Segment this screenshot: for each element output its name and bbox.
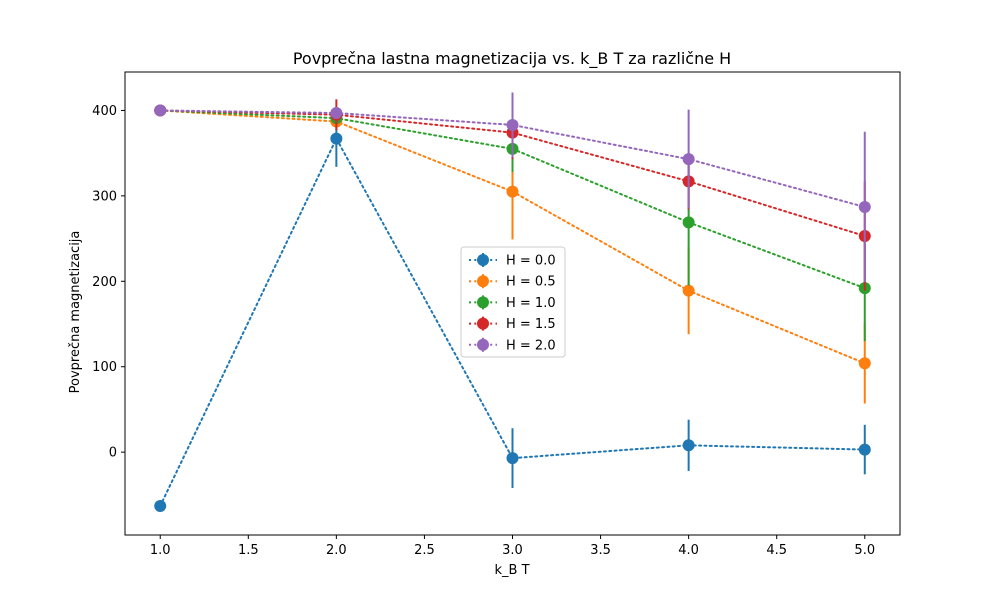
data-point [682, 216, 695, 229]
legend-label: H = 0.0 [506, 254, 556, 269]
series-layer [154, 92, 871, 512]
data-point [682, 439, 695, 452]
data-point [858, 357, 871, 370]
data-point [682, 284, 695, 297]
chart-title: Povprečna lastna magnetizacija vs. k_B T… [293, 49, 731, 69]
legend-label: H = 0.5 [506, 275, 556, 290]
y-tick-label: 400 [92, 104, 117, 119]
legend-marker [477, 317, 489, 330]
x-axis-ticks: 1.0 1.5 2.0 2.5 3.0 3.5 4.0 4.5 5.0 [150, 535, 875, 558]
x-tick-label: 4.5 [766, 543, 787, 558]
y-tick-label: 0 [109, 446, 117, 461]
data-point [154, 499, 167, 512]
legend-marker [477, 296, 489, 309]
data-point [858, 200, 871, 213]
legend-marker [477, 338, 489, 351]
series-line [159, 136, 866, 507]
series-h-0-0 [154, 110, 871, 512]
data-point [506, 452, 519, 465]
x-tick-label: 3.0 [502, 543, 523, 558]
y-axis-ticks: 0 100 200 300 400 [92, 104, 125, 461]
x-tick-label: 2.0 [326, 543, 347, 558]
data-point [506, 118, 519, 131]
data-point [858, 443, 871, 456]
legend-marker [477, 254, 489, 266]
data-point [154, 104, 167, 117]
x-tick-label: 1.0 [150, 543, 171, 558]
data-point [506, 185, 519, 198]
axes-frame [124, 71, 901, 536]
x-tick-label: 2.5 [414, 543, 435, 558]
y-tick-label: 300 [92, 189, 117, 204]
series-h-2-0 [154, 92, 871, 283]
data-point [330, 132, 343, 145]
series-line [159, 109, 866, 238]
legend-label: H = 2.0 [506, 338, 556, 353]
y-tick-label: 100 [92, 360, 117, 375]
x-tick-label: 1.5 [238, 543, 259, 558]
y-tick-label: 200 [92, 275, 117, 290]
y-axis-label: Povprečna magnetizacija [68, 231, 83, 394]
data-point [330, 107, 343, 120]
x-tick-label: 5.0 [854, 543, 875, 558]
x-tick-label: 4.0 [678, 543, 699, 558]
legend-label: H = 1.5 [506, 317, 556, 332]
legend: H = 0.0 H = 0.5 H = 1.0 H = 1.5 H = 2.0 [460, 246, 566, 358]
x-axis-label: k_B T [494, 563, 529, 578]
x-tick-label: 3.5 [590, 543, 611, 558]
legend-box [460, 246, 566, 358]
legend-label: H = 1.0 [506, 296, 556, 311]
legend-marker [477, 275, 489, 288]
data-point [682, 153, 695, 166]
